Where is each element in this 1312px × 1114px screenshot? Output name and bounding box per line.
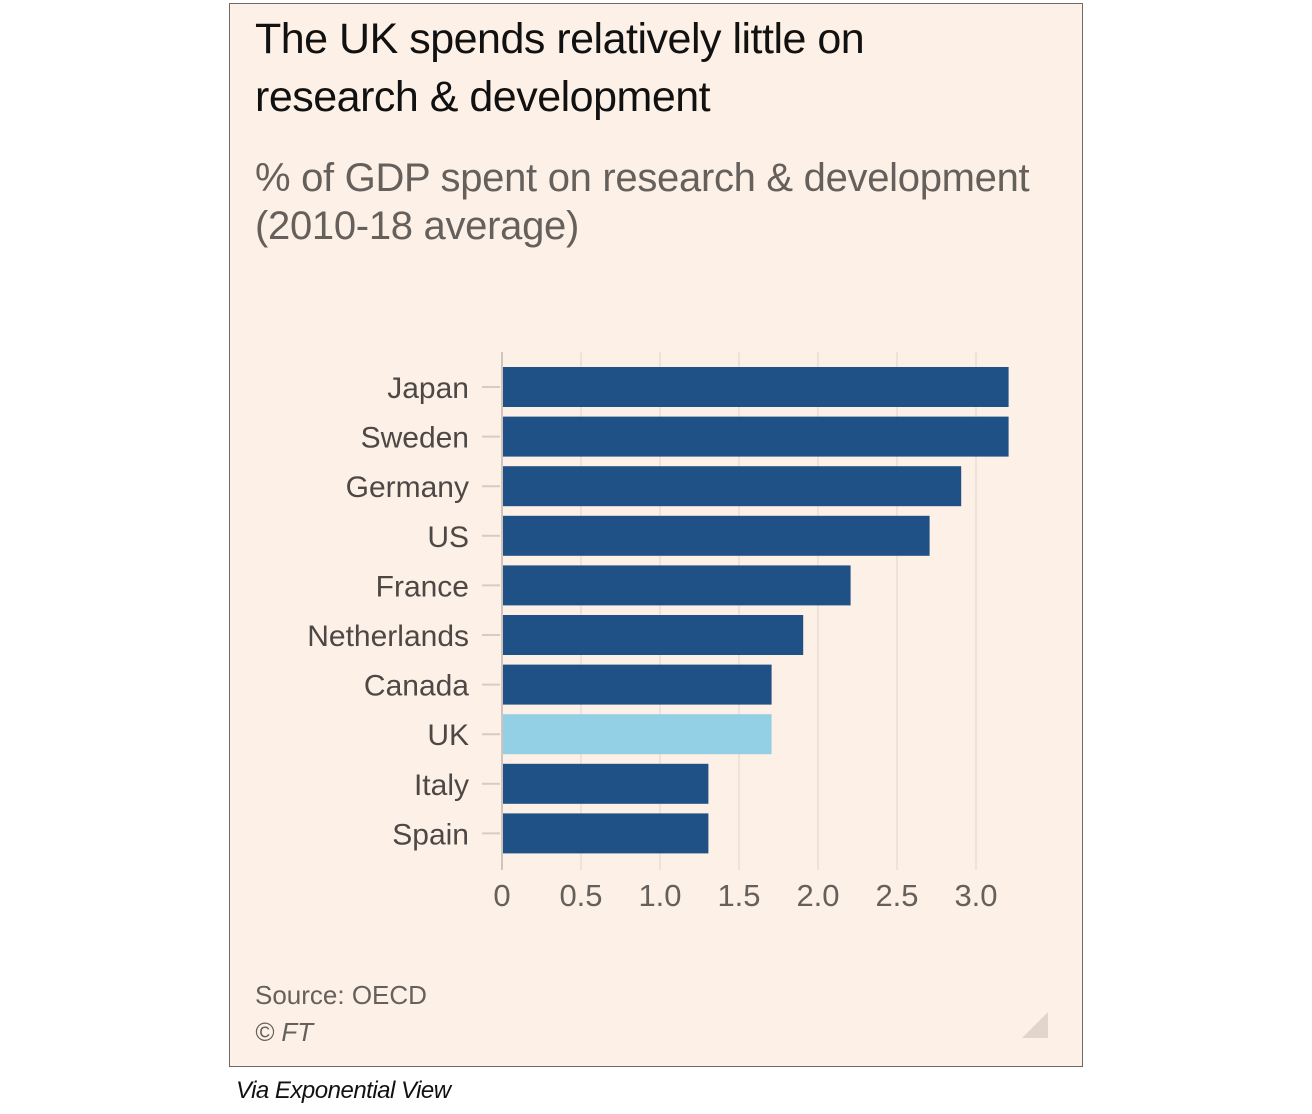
- bar-sweden: [503, 416, 1009, 457]
- bar-france: [503, 565, 851, 606]
- y-category-label: Canada: [364, 670, 469, 703]
- bar-japan: [503, 367, 1009, 407]
- title-line-2: research & development: [255, 73, 711, 121]
- y-category-label: Spain: [392, 818, 469, 851]
- x-tick-label: 0.5: [559, 878, 602, 913]
- chart-title: The UK spends relatively little on resea…: [255, 10, 865, 126]
- bar-netherlands: [503, 615, 804, 655]
- y-category-label: UK: [427, 719, 469, 752]
- y-category-label: France: [376, 570, 469, 603]
- y-category-label: Germany: [346, 471, 469, 504]
- x-tick-label: 1.0: [638, 878, 681, 913]
- bar-us: [503, 515, 930, 556]
- source-note: Source: OECD: [255, 980, 427, 1010]
- subtitle-line-2: (2010-18 average): [255, 204, 580, 248]
- copyright: © FT: [255, 1017, 314, 1047]
- bar-canada: [503, 664, 772, 705]
- y-category-label: Sweden: [361, 422, 469, 455]
- bar-spain: [503, 813, 709, 854]
- y-category-label: Japan: [387, 372, 469, 405]
- y-category-label: US: [427, 521, 469, 554]
- y-category-label: Netherlands: [307, 620, 469, 653]
- subtitle-line-1: % of GDP spent on research & development: [255, 156, 1030, 200]
- resize-corner-icon: [1022, 1012, 1048, 1038]
- y-category-label: Italy: [414, 769, 469, 802]
- chart-subtitle: % of GDP spent on research & development…: [255, 154, 1030, 250]
- bar-uk: [503, 714, 772, 755]
- x-tick-label: 0: [493, 878, 510, 913]
- x-tick-label: 2.5: [875, 878, 918, 913]
- x-tick-label: 3.0: [954, 878, 997, 913]
- bar-italy: [503, 763, 709, 804]
- chart-card: The UK spends relatively little on resea…: [229, 3, 1083, 1067]
- title-line-1: The UK spends relatively little on: [255, 15, 865, 63]
- caption: Via Exponential View: [236, 1077, 451, 1104]
- x-tick-label: 1.5: [717, 878, 760, 913]
- x-tick-label: 2.0: [796, 878, 839, 913]
- bar-germany: [503, 466, 962, 507]
